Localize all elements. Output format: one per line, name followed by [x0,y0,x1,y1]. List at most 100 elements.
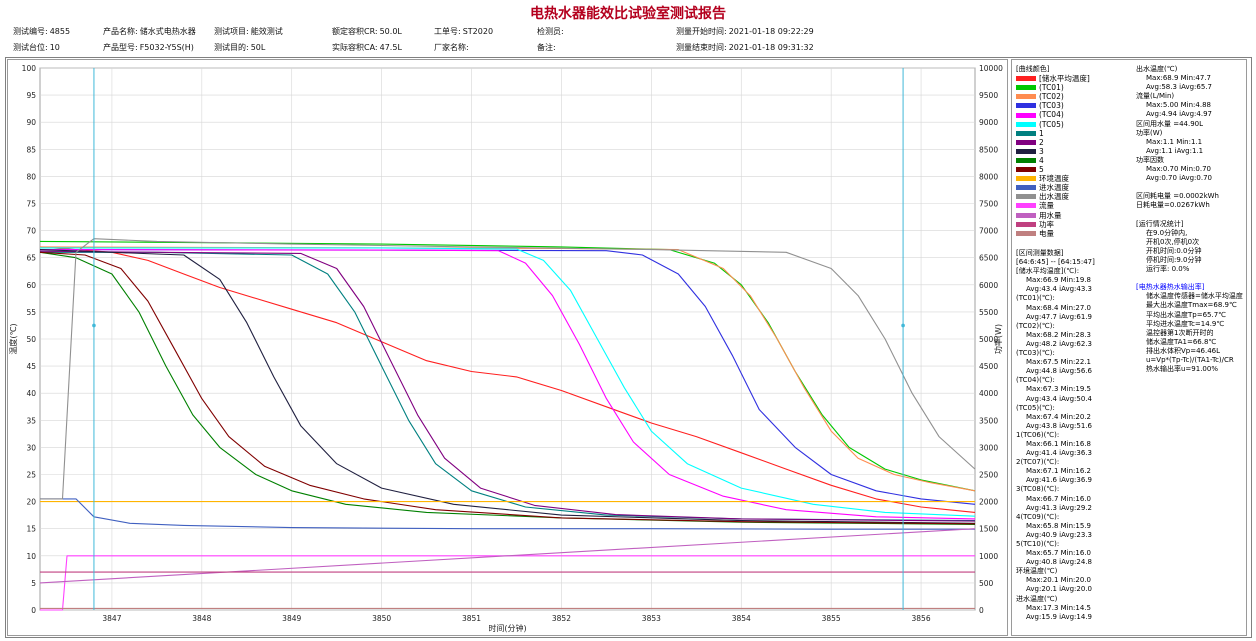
summary-stats: 出水温度(℃) Max:68.9 Min:47.7 Avg:58.3 iAvg:65… [1136,65,1246,374]
header-field-value: 50L [250,43,266,52]
header-field-label: 备注: [537,43,556,52]
legend-item[interactable]: 环境温度 [1016,174,1136,183]
y-tick-label: 100 [22,64,37,73]
legend-item[interactable]: 进水温度 [1016,183,1136,192]
legend-swatch [1016,194,1036,200]
legend-label: (TC05) [1039,119,1064,129]
stat-line: Avg:43.4 iAvg:43.3 [1026,285,1092,294]
legend-item[interactable]: 3 [1016,147,1136,156]
stat-line: 功率因数 [1136,155,1164,164]
legend-label: 1 [1039,128,1044,138]
stat-line: Max:68.4 Min:27.0 [1026,303,1092,312]
header-field: 产品型号: F5032-Y5S(H) [103,42,194,53]
stat-line: 运行率: 0.0% [1146,265,1190,274]
header-field-value: 2021-01-18 09:31:32 [728,43,814,52]
legend-item[interactable]: (TC03) [1016,101,1136,110]
y2-tick-label: 6500 [979,254,998,263]
header-field: 厂家名称: [434,42,471,53]
y-tick-label: 55 [26,308,36,317]
stat-line: Avg:1.1 iAvg:1.1 [1146,146,1204,155]
x-tick-label: 3851 [462,614,481,623]
legend-label: 3 [1039,146,1044,156]
x-tick-label: 3853 [642,614,661,623]
stat-line: 热水输出率u=91.00% [1146,365,1218,374]
legend-item[interactable]: 2 [1016,138,1136,147]
y2-tick-label: 1500 [979,525,998,534]
stat-line: (TC05)(℃): [1016,403,1055,412]
legend-label: (TC03) [1039,101,1064,111]
legend-label: (TC04) [1039,110,1064,120]
stat-line: Max:5.00 Min:4.88 [1146,101,1212,110]
legend-swatch [1016,203,1036,209]
x-tick-label: 3849 [282,614,301,623]
header-field: 测试目的: 50L [214,42,265,53]
series-line [39,246,976,513]
legend-item[interactable]: 1 [1016,129,1136,138]
stat-line: Avg:15.9 iAvg:14.9 [1026,612,1092,621]
legend-label: 功率 [1039,219,1054,229]
stat-line: Avg:41.3 iAvg:29.2 [1026,503,1092,512]
stat-line: 开机时间:0.0分钟 [1146,246,1202,255]
series-line [39,250,976,522]
y-tick-label: 85 [26,145,36,154]
header-field: 测量开始时间: 2021-01-18 09:22:29 [676,26,814,37]
legend-label: 用水量 [1039,210,1062,220]
stat-line: Max:67.4 Min:20.2 [1026,412,1092,421]
y2-tick-label: 4500 [979,362,998,371]
stat-line: (TC02)(℃): [1016,321,1055,330]
header-field: 产品名称: 储水式电热水器 [103,26,196,37]
stat-line: 储水温度TA1=66.8℃ [1146,337,1217,346]
y-tick-label: 15 [26,525,36,534]
y2-tick-label: 8500 [979,145,998,154]
stat-line: Max:17.3 Min:14.5 [1026,603,1092,612]
header-field-value: 10 [49,43,60,52]
legend-swatch [1016,157,1036,163]
stat-line [1136,183,1246,192]
legend-item[interactable]: 4 [1016,156,1136,165]
y2-tick-label: 3000 [979,443,998,452]
stat-line: Max:68.2 Min:28.3 [1026,330,1092,339]
chart-panel: 0 5 10 15 20 25 30 35 40 45 50 55 60 65 70 75 80 85 90 95 10… [7,59,1008,636]
y2-tick-label: 8000 [979,172,998,181]
legend-item[interactable]: 电量 [1016,229,1136,238]
x-tick-label: 3852 [552,614,571,623]
legend-item[interactable]: (TC05) [1016,120,1136,129]
legend-label: (TC02) [1039,92,1064,102]
series-line [40,247,976,517]
series-line [40,555,975,611]
legend-item[interactable]: 5 [1016,165,1136,174]
legend-item[interactable]: [储水平均温度] [1016,74,1136,83]
legend-title: [曲线颜色] [1016,65,1050,73]
y-tick-label: 40 [26,389,36,398]
y-tick-label: 20 [26,498,36,507]
y-axis-label: 温度(℃) [8,323,18,354]
stat-line: Avg:0.70 iAvg:0.70 [1146,174,1212,183]
legend-item[interactable]: 用水量 [1016,211,1136,220]
legend-item[interactable]: 出水温度 [1016,192,1136,201]
legend-item[interactable]: (TC02) [1016,92,1136,101]
y-tick-label: 5 [31,579,36,588]
legend-item[interactable]: (TC01) [1016,83,1136,92]
stat-line: Avg:40.9 iAvg:23.3 [1026,530,1092,539]
legend-item[interactable]: (TC04) [1016,110,1136,119]
stat-line: (TC01)(℃): [1016,294,1055,303]
stat-line: 出水温度(℃) [1136,65,1178,73]
stat-line: 1(TC06)(℃): [1016,430,1060,439]
header-field-label: 额定容积CR: [332,27,378,36]
y2-axis-label: 功率(W) [993,324,1003,354]
header-field-label: 测试编号: [13,27,48,36]
x-tick-label: 3854 [732,614,751,623]
side-panel: [曲线颜色] [储水平均温度] (TC01) (TC02) (TC03) (TC04)(… [1011,59,1247,636]
header-field: 测试项目: 能效测试 [214,26,283,37]
stat-line: 区间用水量 =44.90L [1136,119,1204,128]
stat-line: Avg:43.8 iAvg:51.6 [1026,421,1092,430]
legend-swatch [1016,230,1036,236]
legend-item[interactable]: 流量 [1016,201,1136,210]
stat-line [1136,274,1246,283]
stat-line: Max:1.1 Min:1.1 [1146,137,1203,146]
stat-line: Max:20.1 Min:20.0 [1026,576,1092,585]
legend-label: 出水温度 [1039,192,1069,202]
legend-item[interactable]: 功率 [1016,220,1136,229]
series-line [39,249,976,524]
stat-line: 进水温度(℃) [1016,594,1058,603]
